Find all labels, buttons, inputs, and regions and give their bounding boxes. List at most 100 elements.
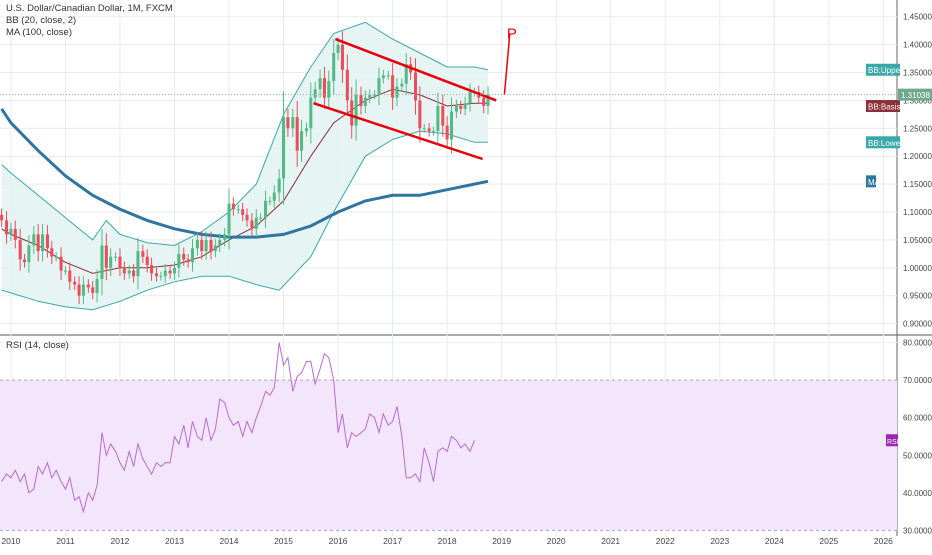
candle <box>77 276 81 305</box>
candle <box>363 90 367 114</box>
candle-body <box>177 253 181 268</box>
candle-body <box>50 248 54 257</box>
candle <box>350 87 354 139</box>
candle-body <box>254 217 258 229</box>
candle-body <box>227 203 231 235</box>
x-tick-label: 2021 <box>601 536 620 546</box>
candle <box>318 69 322 98</box>
candle <box>223 227 227 247</box>
bb-basis-badge-bg <box>866 100 900 113</box>
candle <box>182 247 186 266</box>
candle <box>309 82 313 144</box>
candle-body <box>482 97 486 107</box>
candle-body <box>445 125 449 140</box>
ma-indicator-label[interactable]: MA (100, close) <box>6 27 72 38</box>
candle-body <box>9 228 13 235</box>
candle <box>259 213 263 223</box>
candle <box>391 63 395 110</box>
candle-body <box>122 267 126 274</box>
candle <box>395 78 399 107</box>
candle <box>268 196 272 206</box>
candle-body <box>377 78 381 95</box>
price-tick-label: 1.10000 <box>903 208 932 217</box>
candle <box>5 211 9 244</box>
candle-body <box>350 100 354 126</box>
candle-body <box>223 234 227 240</box>
x-tick-label: 2020 <box>547 536 566 546</box>
candle-body <box>459 106 463 109</box>
candle-body <box>154 273 159 277</box>
price-tick-label: 0.95000 <box>903 292 932 301</box>
candle <box>91 280 95 300</box>
candle <box>286 108 290 137</box>
flag-label: P <box>507 25 517 42</box>
candle <box>359 86 363 115</box>
rsi-tick-label: 60.0000 <box>903 414 932 423</box>
candle-body <box>400 83 404 87</box>
candle-body <box>391 75 395 98</box>
candle-body <box>431 131 436 133</box>
candle <box>277 169 281 202</box>
candle-body <box>23 259 27 263</box>
rsi-badge: RSI <box>886 434 899 447</box>
candle <box>145 249 149 273</box>
x-tick-label: 2015 <box>274 536 293 546</box>
candle-body <box>291 117 295 129</box>
candle <box>368 89 372 104</box>
candle <box>190 238 195 272</box>
candle-body <box>286 117 290 129</box>
candle-body <box>436 106 440 132</box>
price-tick-label: 1.30000 <box>903 96 932 105</box>
candle-body <box>359 94 363 107</box>
candle <box>332 38 336 96</box>
candle <box>132 264 136 283</box>
candle-body <box>114 256 118 258</box>
price-pane[interactable]: P <box>0 21 897 311</box>
candle <box>200 231 204 260</box>
rsi-band-fill <box>0 380 897 531</box>
candle-body <box>186 259 190 263</box>
x-tick-label: 2012 <box>111 536 130 546</box>
candle-body <box>264 200 268 218</box>
candle-body <box>41 234 45 252</box>
rsi-indicator-label[interactable]: RSI (14, close) <box>6 340 69 351</box>
candle-body <box>81 284 85 296</box>
ma-badge-text: MA <box>868 178 881 187</box>
candle <box>218 233 222 252</box>
candle-body <box>132 270 136 277</box>
bb-upper-badge: BB:Upper <box>866 63 903 76</box>
candle <box>114 252 118 262</box>
candle-body <box>422 128 426 130</box>
candle-body <box>340 44 344 70</box>
candle-body <box>77 284 81 296</box>
candle <box>427 122 431 137</box>
symbol-title[interactable]: U.S. Dollar/Canadian Dollar, 1M, FXCM <box>6 3 173 14</box>
candle-body <box>368 94 372 98</box>
candle-body <box>309 97 313 129</box>
candle <box>68 262 72 291</box>
bb-indicator-label[interactable]: BB (20, close, 2) <box>6 15 77 26</box>
candle-body <box>109 256 113 268</box>
ma-badge: MA <box>866 175 881 188</box>
candle <box>404 52 408 95</box>
price-tick-label: 1.20000 <box>903 152 932 161</box>
candle <box>95 269 99 303</box>
candle <box>63 266 67 276</box>
x-tick-label: 2018 <box>438 536 457 546</box>
candle-body <box>73 281 77 285</box>
candle-body <box>136 251 140 277</box>
candle-body <box>145 256 149 266</box>
candle <box>195 232 199 256</box>
rsi-pane[interactable] <box>0 342 897 531</box>
candle-body <box>127 270 131 274</box>
candle <box>295 100 299 167</box>
candle-body <box>159 276 163 278</box>
x-tick-label: 2013 <box>165 536 184 546</box>
candle <box>186 254 190 268</box>
candle-body <box>322 78 326 98</box>
candle <box>459 100 463 115</box>
bb-lower-badge-bg <box>866 136 900 149</box>
candle <box>254 209 258 238</box>
candle <box>400 78 404 92</box>
candle-body <box>45 234 49 249</box>
